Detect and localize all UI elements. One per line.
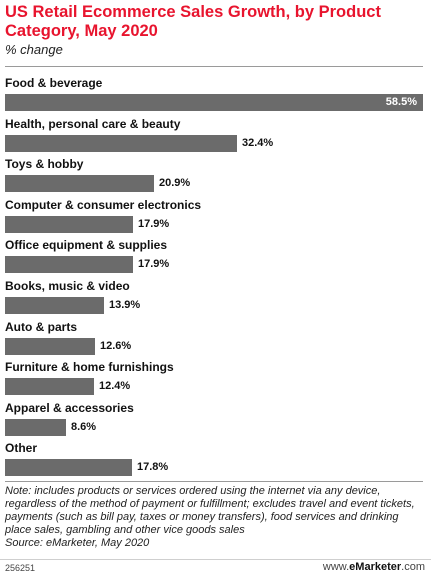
category-label: Health, personal care & beauty bbox=[5, 116, 181, 131]
value-label: 13.9% bbox=[109, 299, 141, 311]
category-label: Office equipment & supplies bbox=[5, 238, 168, 253]
value-label: 8.6% bbox=[71, 420, 97, 433]
category-label: Toys & hobby bbox=[5, 157, 84, 172]
bottom-divider bbox=[5, 481, 423, 482]
brand-link[interactable]: www.eMarketer.com bbox=[323, 561, 425, 573]
category-label: Computer & consumer electronics bbox=[5, 197, 202, 212]
category-label: Other bbox=[5, 441, 38, 456]
value-label: 17.9% bbox=[138, 258, 170, 271]
footer-divider bbox=[0, 559, 431, 560]
bar bbox=[5, 94, 423, 111]
footnote: Note: includes products or services orde… bbox=[5, 485, 425, 550]
bar bbox=[5, 215, 133, 233]
chart-subtitle: % change bbox=[5, 42, 63, 57]
value-label: 17.8% bbox=[137, 461, 169, 474]
brand-prefix: www. bbox=[322, 561, 350, 573]
chart-id: 256251 bbox=[5, 563, 36, 573]
category-label: Furniture & home furnishings bbox=[5, 360, 174, 375]
value-label: 12.4% bbox=[99, 380, 131, 393]
brand-name: eMarketer bbox=[349, 561, 402, 573]
chart-title: US Retail Ecommerce Sales Growth, by Pro… bbox=[5, 3, 381, 40]
bar bbox=[5, 297, 104, 314]
bar bbox=[5, 459, 132, 477]
value-label: 20.9% bbox=[159, 177, 191, 190]
category-label: Books, music & video bbox=[5, 279, 130, 293]
category-label: Apparel & accessories bbox=[5, 400, 134, 415]
source-text: Source: eMarketer, May 2020 bbox=[5, 537, 150, 549]
value-label: 32.4% bbox=[242, 136, 274, 149]
category-label: Food & beverage bbox=[5, 76, 103, 90]
footnote-text: Note: includes products or services orde… bbox=[5, 485, 415, 536]
bar bbox=[5, 378, 94, 396]
value-label: 17.9% bbox=[138, 217, 170, 230]
bar bbox=[5, 175, 154, 193]
top-divider bbox=[5, 66, 423, 67]
brand-suffix: .com bbox=[401, 561, 425, 573]
bar bbox=[5, 337, 95, 355]
bar bbox=[5, 134, 237, 152]
value-label: 12.6% bbox=[100, 339, 132, 352]
value-label: 58.5% bbox=[385, 96, 417, 108]
bar bbox=[5, 256, 133, 274]
bar bbox=[5, 418, 66, 436]
category-label: Auto & parts bbox=[5, 319, 77, 334]
